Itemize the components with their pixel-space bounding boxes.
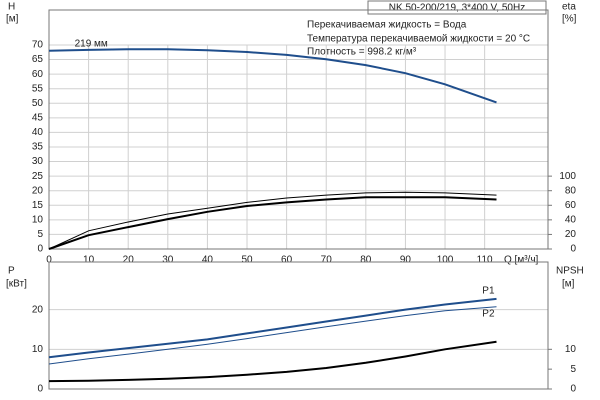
plot-frame: [48, 9, 549, 250]
y-tick-label: 35: [32, 142, 44, 153]
curve: [48, 191, 497, 250]
y-axis-unit: [кВт]: [6, 279, 27, 290]
y2-tick-label: 10: [565, 344, 577, 355]
y-tick-label: 20: [32, 185, 44, 196]
y-tick-label: 45: [32, 112, 44, 123]
y-tick-label: 65: [32, 54, 44, 65]
y2-tick-label: 20: [565, 229, 577, 240]
annotation: Температура перекачиваемой жидкости = 20…: [307, 34, 530, 45]
x-tick-label: 90: [400, 255, 412, 266]
y2-tick-label: 40: [565, 214, 577, 225]
plot-frame: [48, 261, 549, 390]
y-tick-label: 15: [32, 200, 44, 211]
x-tick-label: 0: [46, 255, 52, 266]
y-tick-label: 60: [32, 69, 44, 80]
y-tick-label: 70: [32, 40, 44, 51]
y2-tick-label: 0: [570, 244, 576, 255]
x-tick-label: 30: [162, 255, 174, 266]
x-tick-label: 110: [477, 255, 493, 266]
x-tick-label: 10: [83, 255, 95, 266]
x-tick-label: 100: [437, 255, 454, 266]
curve: [48, 196, 497, 250]
x-tick-label: 60: [281, 255, 293, 266]
y-tick-label: 10: [32, 214, 44, 225]
y-tick-label: 40: [32, 127, 44, 138]
y-tick-label: 0: [37, 244, 43, 255]
x-tick-label: 40: [202, 255, 214, 266]
y2-tick-label: 0: [570, 384, 576, 395]
y-tick-label: 25: [32, 171, 44, 182]
y2-axis-label: eta: [562, 2, 576, 13]
y2-axis-unit: [%]: [562, 14, 577, 25]
y-tick-label: 0: [37, 384, 43, 395]
curve: [48, 306, 497, 365]
x-axis-label: Q [м³/ч]: [504, 255, 539, 266]
title-box: [367, 0, 547, 15]
y-tick-label: 20: [32, 304, 44, 315]
curve-label: P1: [482, 286, 495, 297]
x-tick-label: 80: [360, 255, 372, 266]
y-axis-unit: [м]: [6, 14, 19, 25]
y2-tick-label: 60: [565, 200, 577, 211]
chart-title: NK 50-200/219, 3*400 V, 50Hz: [389, 3, 525, 14]
y-axis-label: H: [8, 2, 15, 13]
y-tick-label: 50: [32, 98, 44, 109]
curve: [48, 340, 497, 383]
x-tick-label: 20: [123, 255, 135, 266]
y2-tick-label: 80: [565, 185, 577, 196]
y2-tick-label: 5: [570, 364, 576, 375]
y2-axis-label: NPSH: [556, 266, 584, 277]
x-tick-label: 70: [321, 255, 333, 266]
x-tick-label: 50: [241, 255, 253, 266]
y2-axis-unit: [м]: [562, 279, 575, 290]
y-axis-label: P: [8, 266, 15, 277]
y2-tick-label: 100: [559, 171, 576, 182]
curve: [48, 48, 497, 104]
curve-label: P2: [482, 308, 495, 319]
curve-label: 219 мм: [75, 39, 108, 50]
y-tick-label: 55: [32, 83, 44, 94]
annotation: Плотность = 998.2 кг/м³: [307, 47, 417, 58]
y-tick-label: 5: [37, 229, 43, 240]
y-tick-label: 30: [32, 156, 44, 167]
y-tick-label: 10: [32, 344, 44, 355]
annotation: Перекачиваемая жидкость = Вода: [307, 20, 467, 31]
curve: [48, 297, 497, 359]
